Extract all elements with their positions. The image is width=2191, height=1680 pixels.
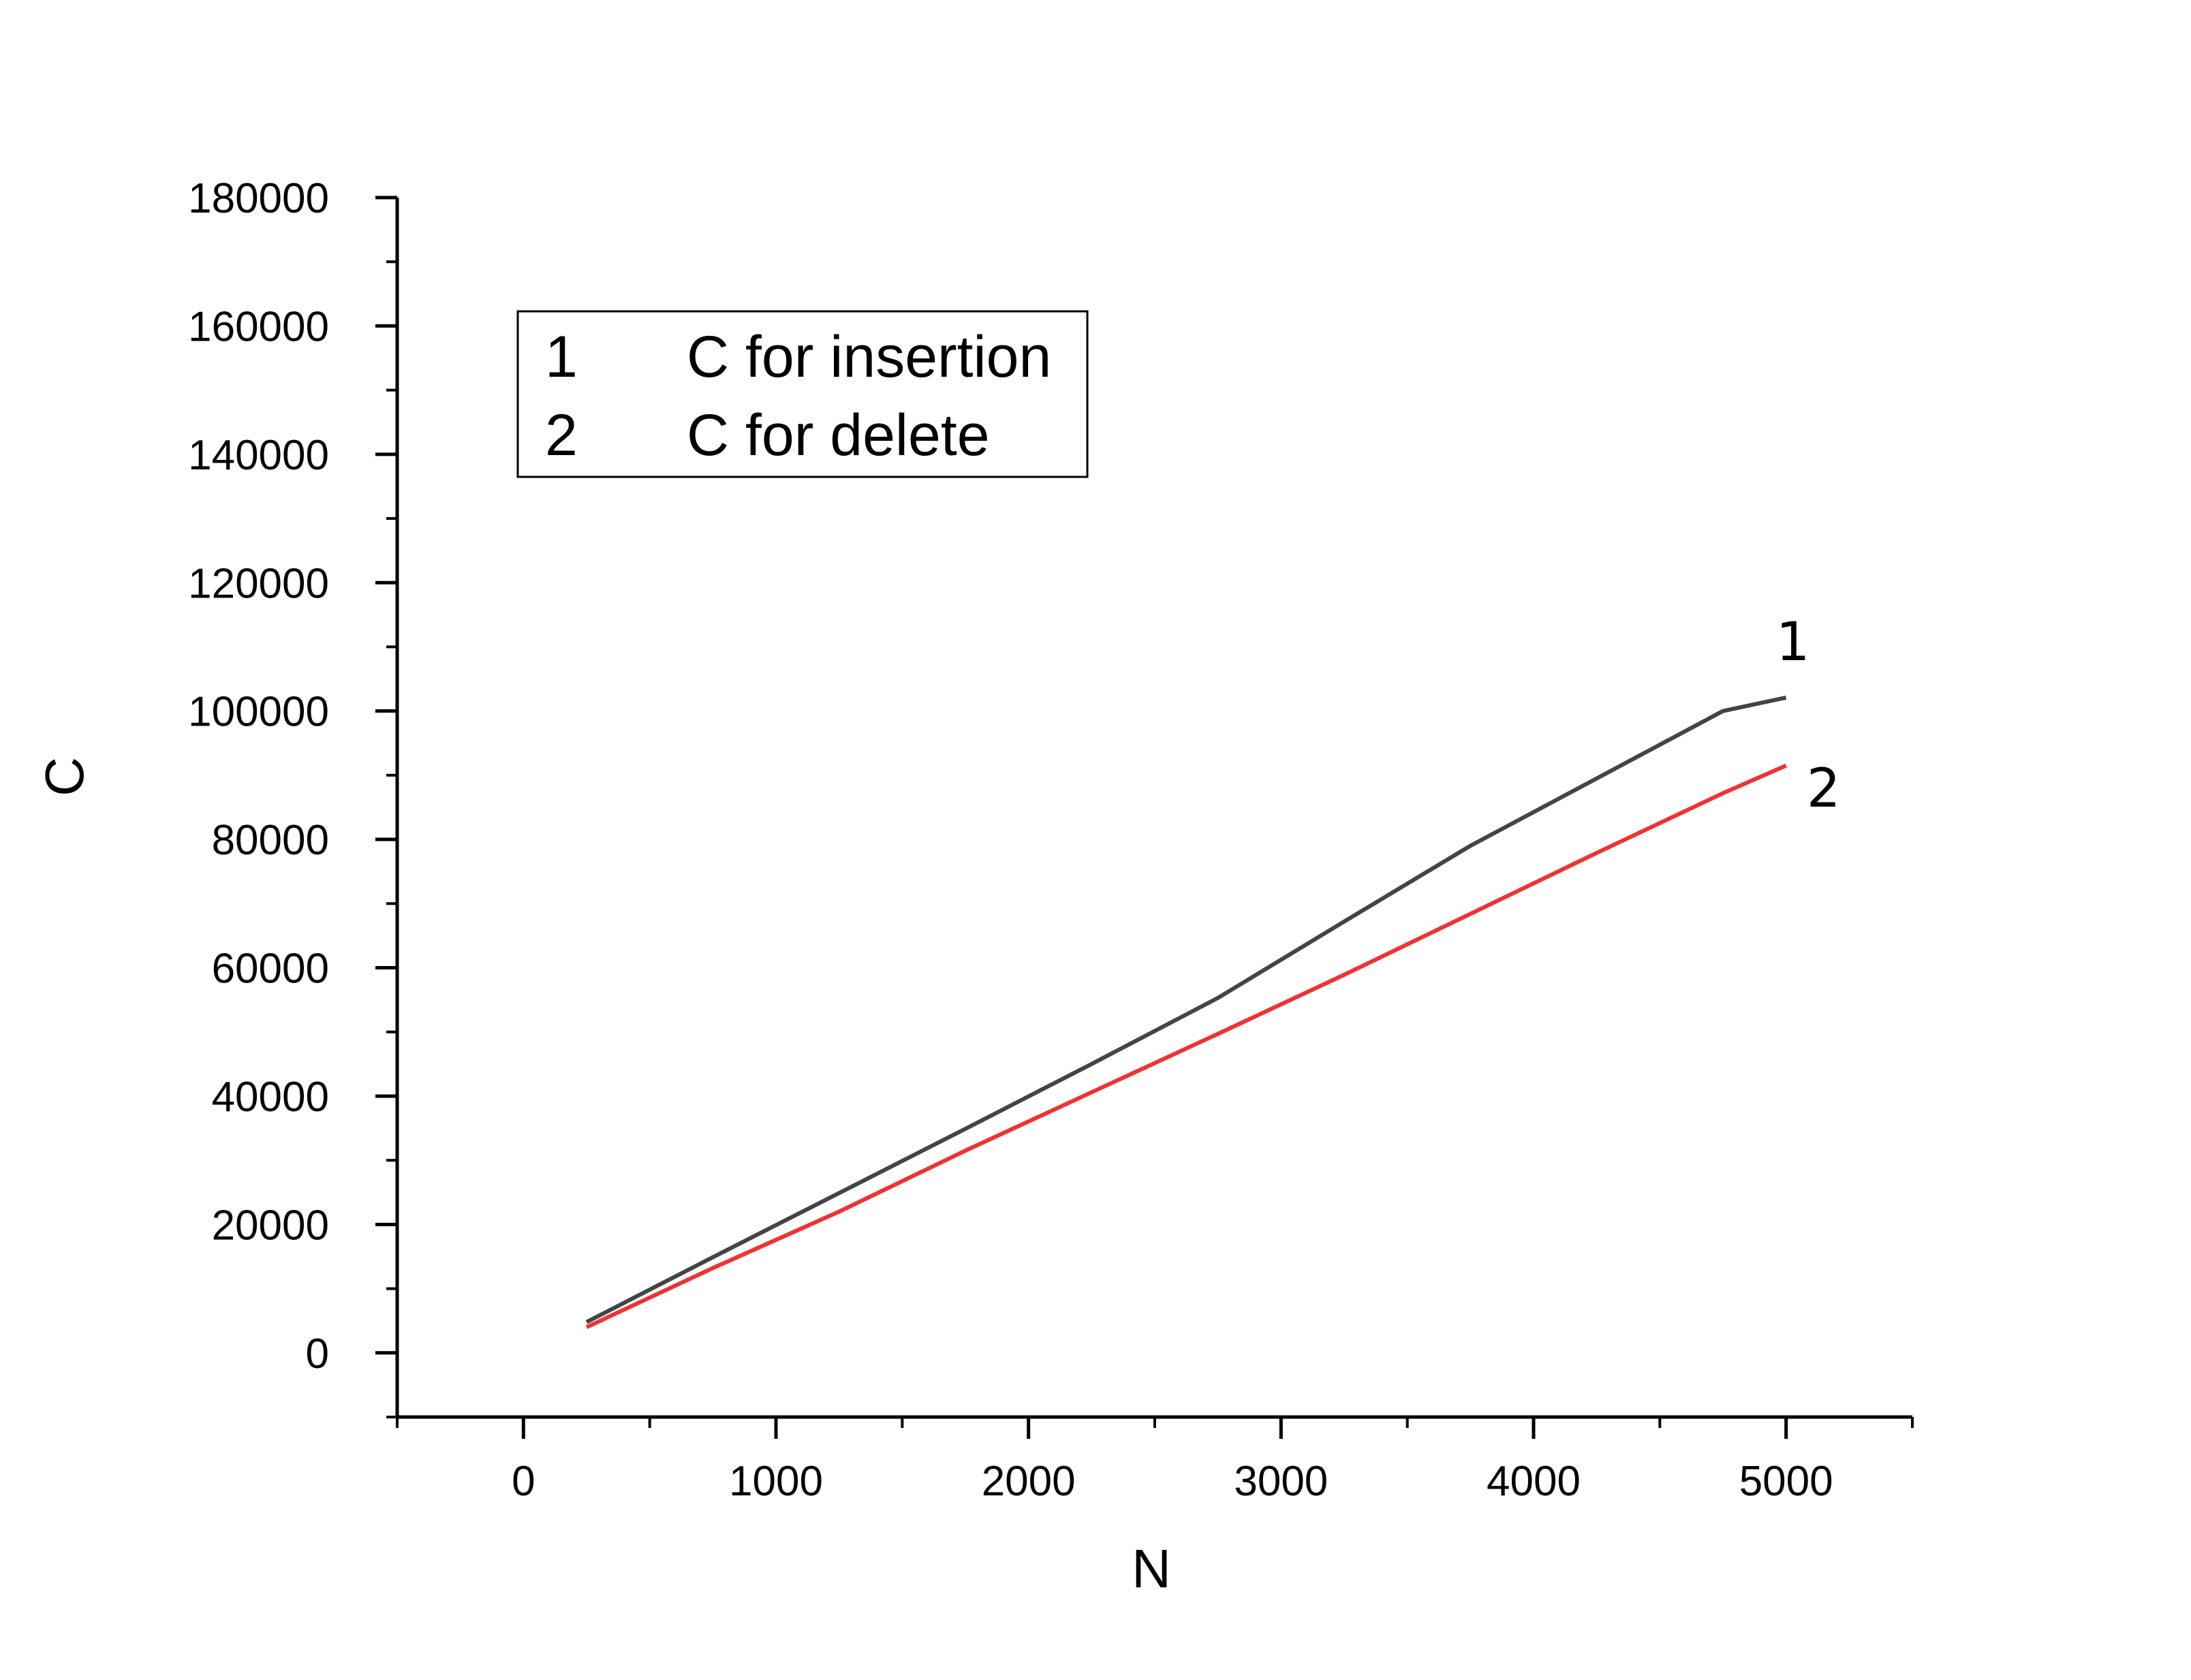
x-tick-label: 3000: [1234, 1458, 1328, 1505]
series-lines: [587, 698, 1786, 1327]
y-tick-label: 80000: [212, 817, 329, 864]
series-line-2: [587, 766, 1786, 1327]
curve-label-2: 2: [1807, 758, 1841, 820]
legend-marker-1: 1: [545, 324, 578, 390]
x-tick-label: 4000: [1487, 1458, 1581, 1505]
y-tick-label: 0: [306, 1331, 329, 1378]
x-tick-label: 1000: [729, 1458, 823, 1505]
y-tick-label: 60000: [212, 946, 329, 993]
legend-label-1: C for insertion: [687, 324, 1051, 390]
x-tick-label: 2000: [982, 1458, 1076, 1505]
y-tick-label: 40000: [212, 1074, 329, 1121]
y-tick-label: 180000: [188, 175, 329, 222]
legend-label-2: C for delete: [687, 403, 990, 468]
series-line-1: [587, 698, 1786, 1322]
curve-labels: 12: [1776, 612, 1841, 820]
x-tick-label: 0: [512, 1458, 535, 1505]
y-tick-label: 140000: [188, 432, 329, 479]
curve-label-1: 1: [1776, 612, 1810, 673]
x-tick-label: 5000: [1739, 1458, 1833, 1505]
y-tick-label: 100000: [188, 689, 329, 736]
y-tick-label: 20000: [212, 1202, 329, 1249]
legend: 1 C for insertion 2 C for delete: [518, 311, 1087, 477]
legend-marker-2: 2: [545, 403, 578, 468]
y-tick-label: 160000: [188, 303, 329, 350]
x-axis-title: N: [1132, 1538, 1171, 1599]
y-tick-label: 120000: [188, 560, 329, 607]
y-axis-title: C: [34, 757, 95, 796]
